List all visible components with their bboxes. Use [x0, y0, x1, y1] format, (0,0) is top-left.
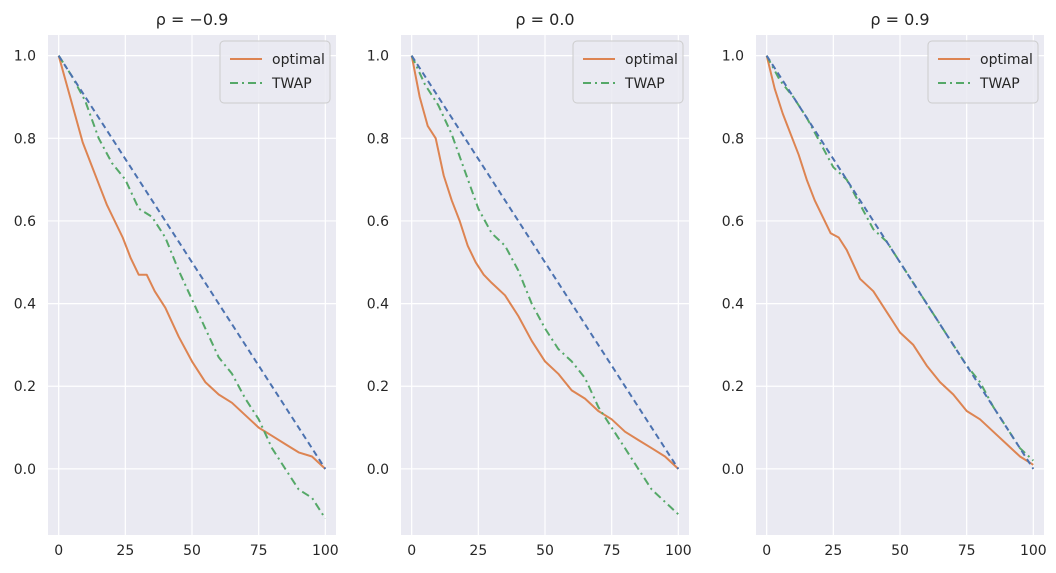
y-tick-label: 1.0 [14, 49, 36, 65]
x-tick-label: 100 [1020, 543, 1047, 559]
y-tick-label: 0.0 [722, 462, 744, 478]
series-line-optimal [57, 55, 326, 470]
y-tick-label: 0.6 [14, 214, 36, 230]
x-tick-label: 50 [183, 543, 201, 559]
subplot-3: 0 25 50 75 100 0.0 0.2 0.4 0.6 0.8 1.0 ρ = 0.9 optim… [722, 10, 1047, 559]
legend-label: TWAP [979, 76, 1020, 92]
legend-box [927, 40, 1039, 104]
subplot-2: 0 25 50 75 100 0.0 0.2 0.4 0.6 0.8 1.0 ρ = 0.0 optim… [367, 10, 692, 559]
x-tick-label: 25 [824, 543, 842, 559]
y-tick-label: 0.4 [367, 297, 389, 313]
x-tick-label: 50 [536, 543, 554, 559]
legend-label: optimal [980, 52, 1033, 68]
subplot-1: 0 25 50 75 100 0.0 0.2 0.4 0.6 0.8 1.0 ρ = −0.9 opti… [14, 10, 339, 559]
x-tick-label: 75 [603, 543, 621, 559]
y-tick-label: 0.2 [367, 379, 389, 395]
x-tick-label: 25 [469, 543, 487, 559]
x-tick-label: 0 [762, 543, 771, 559]
subplot-title: ρ = −0.9 [156, 10, 229, 29]
x-tick-label: 100 [665, 543, 692, 559]
y-tick-label: 0.2 [14, 379, 36, 395]
x-tick-label: 75 [958, 543, 976, 559]
x-tick-label: 0 [407, 543, 416, 559]
legend-box [572, 40, 684, 104]
x-tick-label: 100 [312, 543, 339, 559]
subplot-title: ρ = 0.0 [515, 10, 574, 29]
y-tick-label: 0.8 [722, 131, 744, 147]
y-tick-label: 0.0 [14, 462, 36, 478]
y-tick-label: 0.6 [367, 214, 389, 230]
legend-label: TWAP [624, 76, 665, 92]
legend-label: optimal [625, 52, 678, 68]
x-tick-label: 0 [54, 543, 63, 559]
y-tick-label: 0.8 [14, 131, 36, 147]
legend-label: optimal [272, 52, 325, 68]
y-tick-label: 1.0 [367, 49, 389, 65]
y-tick-label: 0.4 [14, 297, 36, 313]
subplot-title: ρ = 0.9 [870, 10, 929, 29]
y-tick-label: 0.8 [367, 131, 389, 147]
y-tick-label: 0.2 [722, 379, 744, 395]
series-line-optimal [410, 55, 679, 470]
legend-box [219, 40, 331, 104]
series-line-linear-reference [410, 55, 680, 470]
x-tick-label: 75 [250, 543, 268, 559]
series-line-optimal [765, 55, 1034, 466]
x-tick-label: 25 [116, 543, 134, 559]
y-tick-label: 1.0 [722, 49, 744, 65]
series-line-linear-reference [765, 55, 1035, 470]
y-tick-label: 0.4 [722, 297, 744, 313]
y-tick-label: 0.6 [722, 214, 744, 230]
legend: optimal TWAP [927, 40, 1039, 104]
legend: optimal TWAP [572, 40, 684, 104]
legend: optimal TWAP [219, 40, 331, 104]
series-line-linear-reference [57, 55, 327, 470]
x-tick-label: 50 [891, 543, 909, 559]
legend-label: TWAP [271, 76, 312, 92]
y-tick-label: 0.0 [367, 462, 389, 478]
